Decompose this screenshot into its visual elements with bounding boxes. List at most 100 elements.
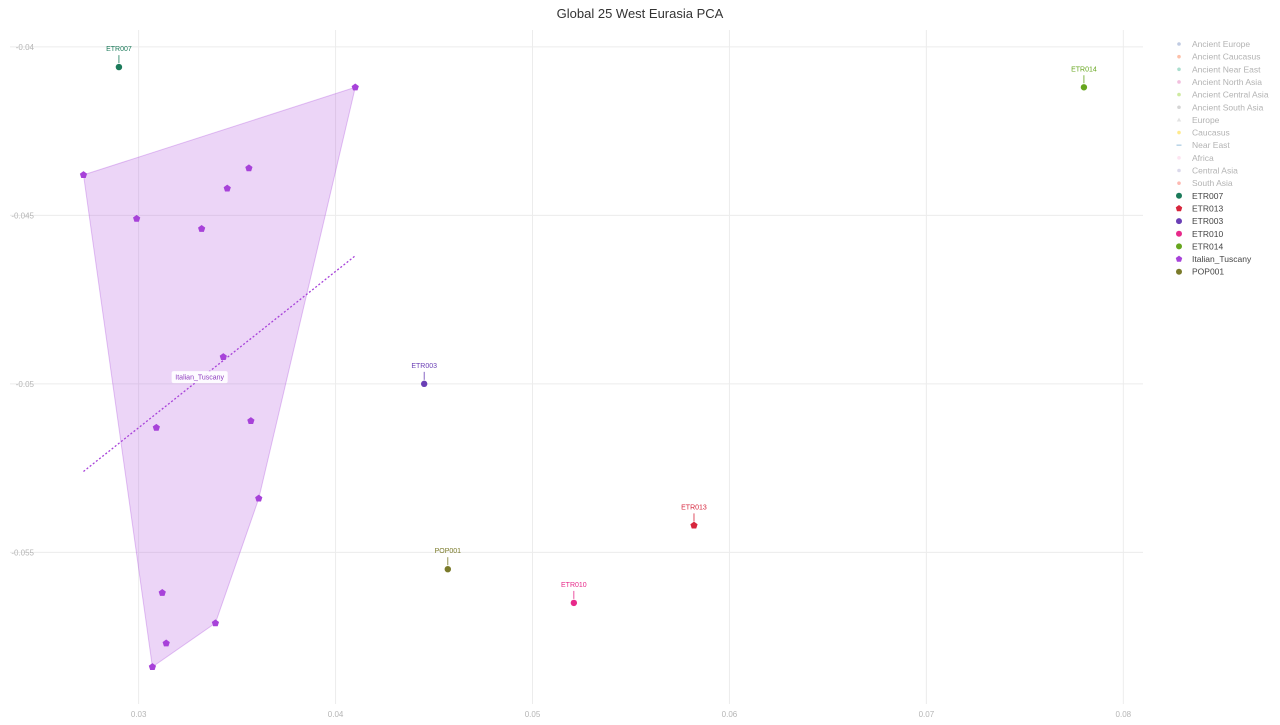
legend-marker — [1175, 255, 1183, 262]
x-axis-ticks: 0.03 0.04 0.05 0.06 0.07 0.08 — [131, 710, 1132, 719]
data-point[interactable] — [148, 663, 157, 670]
data-point[interactable] — [351, 83, 359, 91]
legend-label: ETR013 — [1192, 203, 1223, 213]
data-point[interactable] — [152, 423, 160, 431]
data-point[interactable] — [162, 639, 170, 647]
legend-label: ETR003 — [1192, 216, 1223, 226]
sample-label: ETR013 — [681, 504, 707, 511]
data-point[interactable] — [420, 380, 428, 388]
data-point[interactable] — [211, 619, 220, 627]
legend-label: Italian_Tuscany — [1192, 254, 1252, 264]
cluster-label: Italian_Tuscany — [171, 371, 228, 384]
sample-label: ETR007 — [106, 46, 132, 53]
legend-label: Near East — [1192, 140, 1230, 150]
data-point[interactable] — [79, 171, 88, 178]
legend-item[interactable]: South Asia — [1177, 178, 1233, 188]
legend-label: Caucasus — [1192, 128, 1230, 138]
sample-label: ETR003 — [411, 363, 437, 370]
legend-item[interactable]: Ancient Caucasus — [1177, 52, 1261, 62]
legend-item[interactable]: ETR010 — [1176, 229, 1223, 239]
grid-layer — [10, 30, 1143, 704]
legend-marker — [1177, 80, 1181, 84]
legend-item[interactable]: ETR013 — [1175, 203, 1224, 213]
data-point[interactable] — [133, 214, 141, 222]
x-tick-label: 0.06 — [722, 710, 738, 719]
legend-marker — [1176, 230, 1182, 237]
y-tick-label: -0.05 — [16, 380, 35, 389]
legend-item[interactable]: Near East — [1176, 140, 1231, 150]
trend-layer — [83, 255, 356, 472]
legend-marker — [1177, 130, 1181, 135]
legend-label: Africa — [1192, 153, 1214, 163]
point-layer — [79, 63, 1088, 670]
legend-label: ETR007 — [1192, 191, 1223, 201]
legend-item[interactable]: Ancient Europe — [1177, 39, 1250, 49]
legend-marker — [1176, 117, 1182, 122]
data-point[interactable] — [223, 184, 231, 192]
legend-label: Central Asia — [1192, 166, 1238, 176]
y-tick-label: -0.045 — [11, 211, 34, 220]
legend-label: POP001 — [1192, 267, 1224, 277]
data-point[interactable] — [219, 353, 227, 360]
legend-item[interactable]: Africa — [1177, 153, 1214, 163]
cluster-label-text: Italian_Tuscany — [175, 375, 224, 382]
x-tick-label: 0.03 — [131, 710, 147, 719]
legend-label: ETR010 — [1192, 229, 1223, 239]
chart-title: Global 25 West Eurasia PCA — [557, 6, 724, 21]
data-point[interactable] — [1080, 84, 1088, 91]
data-point[interactable] — [247, 417, 255, 424]
legend-item[interactable]: POP001 — [1176, 267, 1224, 277]
legend-marker — [1175, 205, 1183, 212]
legend-marker — [1177, 54, 1181, 59]
data-point[interactable] — [115, 63, 123, 71]
data-point[interactable] — [570, 599, 578, 607]
legend-marker — [1177, 168, 1181, 173]
legend-item[interactable]: Ancient Near East — [1177, 64, 1261, 74]
sample-label: ETR014 — [1071, 66, 1097, 73]
data-point[interactable] — [444, 566, 452, 573]
legend-marker — [1177, 42, 1181, 46]
cluster-label-bg — [171, 371, 228, 384]
legend-marker — [1177, 181, 1181, 185]
legend-item[interactable]: ETR014 — [1176, 241, 1223, 251]
data-point[interactable] — [255, 494, 263, 502]
legend-item[interactable]: ETR007 — [1176, 191, 1223, 201]
legend-marker — [1177, 105, 1181, 110]
legend-item[interactable]: Central Asia — [1177, 166, 1238, 176]
data-point[interactable] — [198, 225, 206, 232]
y-axis-ticks: -0.04 -0.045 -0.05 -0.055 — [11, 43, 35, 557]
sample-label: ETR010 — [561, 582, 587, 589]
legend-marker — [1176, 218, 1182, 225]
legend-label: Europe — [1192, 115, 1220, 125]
legend-item[interactable]: Europe — [1176, 115, 1220, 125]
trend-line — [83, 255, 356, 472]
legend-item[interactable]: Ancient Central Asia — [1177, 90, 1269, 100]
legend-label: Ancient Europe — [1192, 39, 1250, 49]
legend[interactable]: Ancient Europe Ancient Caucasus Ancient Ne… — [1175, 39, 1269, 277]
legend-marker — [1177, 92, 1181, 97]
legend-item[interactable]: Ancient South Asia — [1177, 102, 1264, 112]
legend-label: Ancient Near East — [1192, 64, 1261, 74]
x-tick-label: 0.05 — [525, 710, 541, 719]
legend-label: South Asia — [1192, 178, 1233, 188]
legend-label: Ancient Central Asia — [1192, 90, 1269, 100]
legend-item[interactable]: Italian_Tuscany — [1175, 254, 1252, 264]
y-tick-label: -0.055 — [11, 548, 34, 557]
data-point[interactable] — [245, 164, 253, 172]
data-point[interactable] — [690, 521, 698, 529]
label-layer: ETR007 ETR014 ETR003 ETR013 POP001 ETR010 Ital… — [106, 46, 1097, 599]
x-tick-label: 0.07 — [919, 710, 935, 719]
legend-marker — [1176, 243, 1182, 250]
legend-item[interactable]: Ancient North Asia — [1177, 77, 1262, 87]
legend-item[interactable]: ETR003 — [1176, 216, 1223, 226]
legend-item[interactable]: Caucasus — [1177, 128, 1230, 138]
sample-label: POP001 — [435, 548, 462, 555]
legend-marker — [1176, 192, 1182, 199]
legend-marker — [1176, 268, 1182, 275]
legend-label: ETR014 — [1192, 241, 1223, 251]
data-point[interactable] — [158, 588, 166, 596]
legend-label: Ancient South Asia — [1192, 102, 1264, 112]
legend-marker — [1177, 156, 1181, 160]
